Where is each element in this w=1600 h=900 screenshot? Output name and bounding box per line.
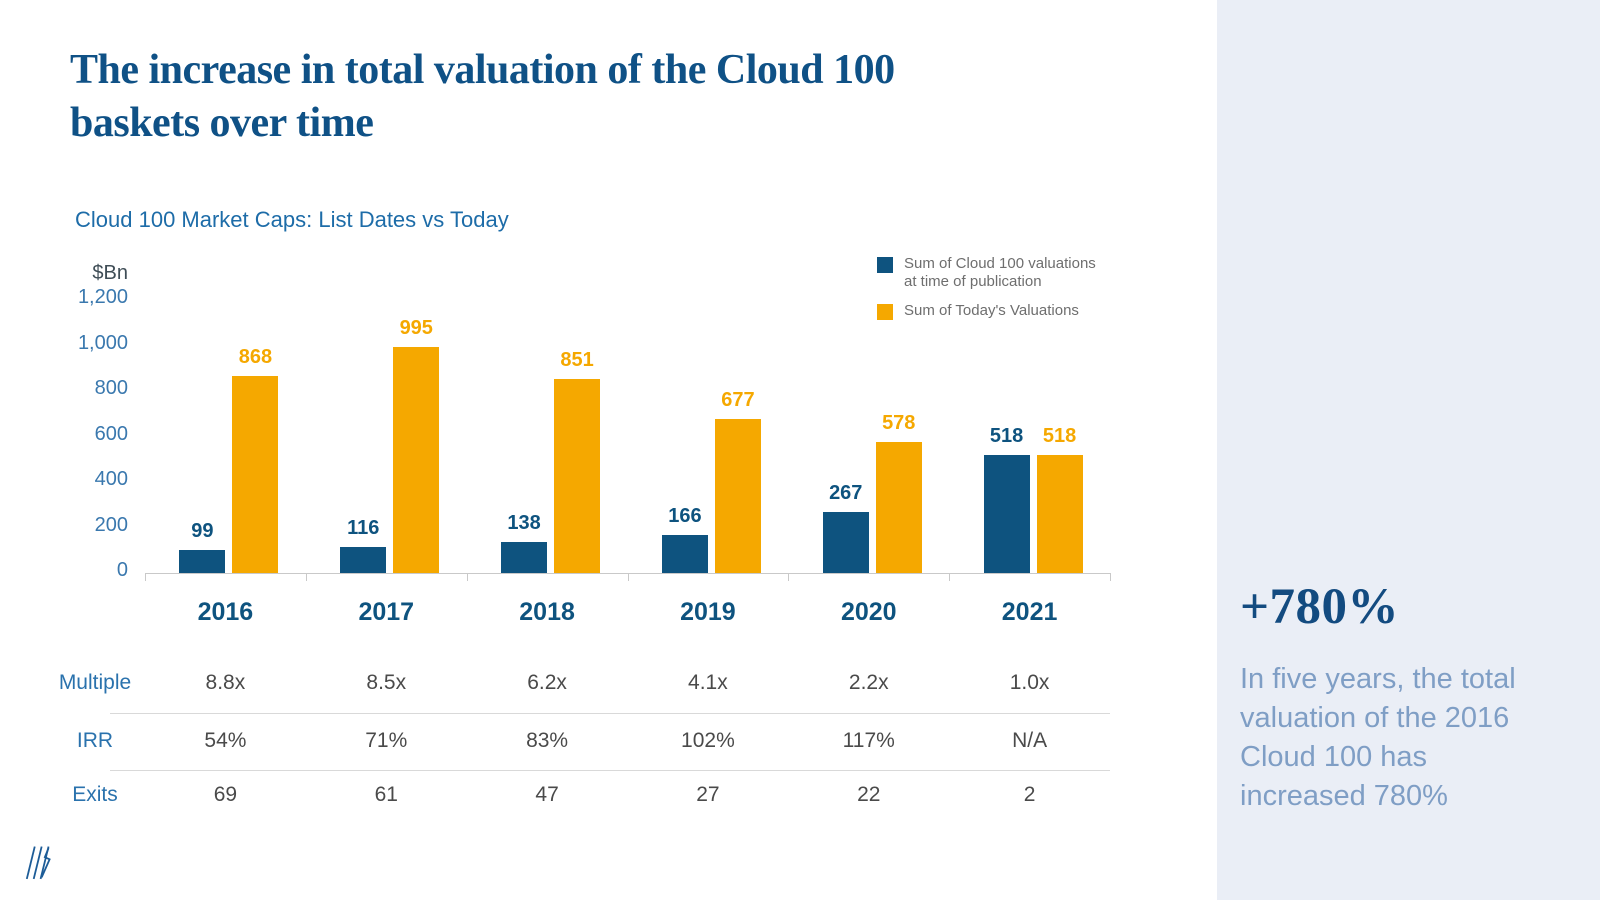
bar-value-label: 518 [989, 425, 1024, 447]
y-axis-tick-label: 0 [116, 559, 128, 581]
table-cell: 4.1x [688, 671, 728, 694]
table-row-label: IRR [76, 729, 114, 752]
table-cell: 83% [526, 729, 569, 752]
bar-2018-series-2 [554, 379, 601, 573]
stat-description: In five years, the total valuation of th… [1240, 663, 1516, 812]
table-cell: 6.2x [527, 671, 567, 694]
bar-value-label: 518 [1042, 425, 1077, 447]
table-cell: 47 [535, 783, 559, 806]
table-cell: 71% [365, 729, 408, 752]
x-axis-tick [627, 573, 629, 581]
page-title: The increase in total valuation of the C… [70, 47, 895, 146]
bar-2019-series-1 [661, 535, 708, 573]
x-axis-category-label: 2021 [1001, 598, 1058, 626]
y-axis-unit-label: $Bn [92, 262, 128, 284]
bar-2019-series-2 [714, 419, 761, 573]
bar-value-label: 868 [238, 346, 273, 368]
y-axis-tick-label: 200 [94, 513, 128, 536]
x-axis-tick [1110, 573, 1111, 581]
table-divider [110, 770, 1110, 771]
table-row-label: Exits [72, 783, 118, 806]
bar-2021-series-2 [1036, 455, 1083, 573]
bar-2016-series-2 [232, 376, 279, 573]
table-cell: 61 [374, 783, 398, 806]
stat-headline: +780% [1240, 579, 1400, 635]
y-axis-tick-label: 800 [94, 377, 128, 399]
bar-value-label: 578 [882, 412, 916, 434]
brand-logo-icon [25, 846, 51, 880]
bar-2018-series-1 [501, 542, 548, 573]
x-axis-category-label: 2020 [840, 598, 897, 626]
legend-item: Sum of Cloud 100 valuations at time of p… [877, 255, 1102, 291]
bar-value-label: 677 [721, 389, 755, 411]
legend-swatch-icon [877, 257, 893, 273]
bar-2017-series-1 [340, 547, 387, 573]
y-axis-tick-label: 400 [94, 468, 128, 490]
x-axis-category-label: 2018 [519, 598, 575, 626]
table-cell: 102% [681, 729, 735, 752]
table-cell: 117% [842, 729, 895, 752]
bar-value-label: 116 [347, 517, 380, 539]
legend-label: Sum of Today's Valuations [904, 302, 1079, 319]
sidebar-panel: +780% In five years, the total valuation… [1217, 0, 1600, 900]
y-axis-tick-label: 1,200 [77, 286, 128, 308]
x-axis-category-label: 2019 [680, 598, 736, 626]
bar-2021-series-1 [983, 455, 1030, 573]
bar-value-label: 99 [191, 520, 214, 542]
x-axis-tick [788, 573, 790, 581]
legend-item: Sum of Today's Valuations [877, 302, 1102, 320]
table-cell: 8.5x [366, 671, 407, 694]
table-row-label: Multiple [58, 671, 132, 694]
table-divider [110, 713, 1110, 714]
x-axis-category-label: 2017 [358, 598, 415, 626]
legend-swatch-icon [877, 304, 893, 320]
table-cell: N/A [1012, 729, 1048, 752]
legend-label: Sum of Cloud 100 valuations at time of p… [904, 255, 1096, 290]
bar-value-label: 851 [560, 349, 594, 371]
bar-value-label: 267 [829, 482, 863, 504]
table-cell: 54% [204, 729, 247, 752]
table-cell: 2 [1023, 783, 1036, 806]
bar-2017-series-2 [393, 347, 440, 573]
bar-2016-series-1 [179, 550, 226, 573]
table-cell: 22 [857, 783, 881, 806]
x-axis-category-label: 2016 [197, 598, 254, 626]
bar-2020-series-1 [822, 512, 869, 573]
chart-legend: Sum of Cloud 100 valuations at time of p… [877, 255, 1102, 331]
table-cell: 1.0x [1009, 671, 1050, 694]
table-cell: 69 [213, 783, 238, 806]
table-cell: 2.2x [848, 671, 889, 694]
table-cell: 27 [696, 783, 720, 806]
chart-title: Cloud 100 Market Caps: List Dates vs Tod… [75, 207, 509, 232]
bar-value-label: 995 [399, 317, 433, 339]
y-axis-tick-label: 600 [94, 422, 128, 445]
x-axis-tick [145, 573, 146, 581]
table-cell: 8.8x [205, 671, 246, 694]
x-axis-tick [466, 573, 468, 581]
x-axis-tick [305, 573, 307, 581]
x-axis-tick [949, 573, 951, 581]
y-axis-tick-label: 1,000 [77, 331, 128, 354]
bar-value-label: 138 [507, 512, 541, 534]
bar-2020-series-2 [875, 442, 922, 573]
bar-value-label: 166 [668, 505, 702, 527]
